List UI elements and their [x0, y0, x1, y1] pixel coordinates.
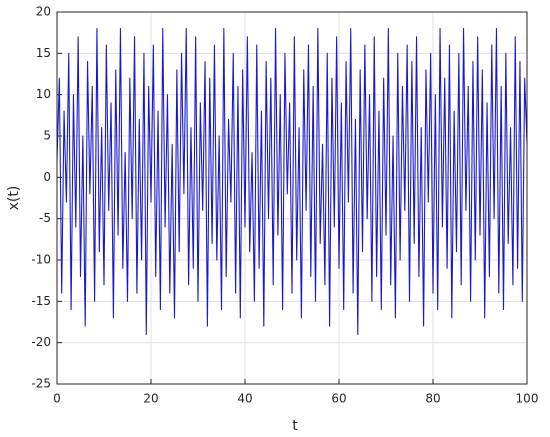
- x-tick-label: 40: [237, 392, 252, 406]
- x-tick-label: 0: [53, 392, 61, 406]
- y-tick-label: -20: [31, 335, 51, 349]
- y-tick-label: 20: [36, 5, 51, 19]
- y-tick-label: -10: [31, 253, 51, 267]
- y-tick-label: -15: [31, 294, 51, 308]
- x-tick-label: 20: [143, 392, 158, 406]
- y-tick-label: 0: [43, 170, 51, 184]
- y-tick-label: -5: [39, 211, 51, 225]
- y-tick-label: -25: [31, 377, 51, 391]
- data-line: [56, 27, 528, 335]
- x-tick-label: 100: [516, 392, 539, 406]
- x-tick-label: 80: [425, 392, 440, 406]
- y-tick-label: 15: [36, 46, 51, 60]
- axes-box: [56, 11, 528, 385]
- x-tick-label: 60: [331, 392, 346, 406]
- y-tick-label: 5: [43, 129, 51, 143]
- y-tick-label: 10: [36, 87, 51, 101]
- y-axis-label: x(t): [6, 186, 22, 211]
- x-axis-label: t: [292, 418, 298, 434]
